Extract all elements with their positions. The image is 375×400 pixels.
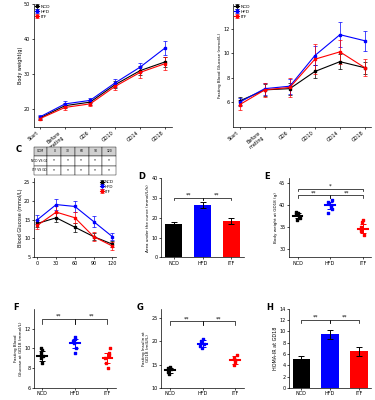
Bar [223,221,240,257]
Point [167,364,173,370]
Text: *: * [329,184,332,189]
Point [234,352,240,359]
Point [165,368,171,375]
Point [328,201,334,208]
Point [232,357,238,363]
Text: **: ** [214,193,220,198]
Point [102,355,108,362]
Bar [194,205,211,257]
Point [198,338,204,345]
Y-axis label: Fasting Blood
Glucose at GD18 (mmol/L): Fasting Blood Glucose at GD18 (mmol/L) [14,321,22,376]
Point [295,210,301,216]
Point [329,206,335,212]
Point [166,371,172,377]
Point [38,345,44,352]
Point [106,352,112,358]
Point [325,199,331,206]
Legend: NCD, HFD, ITF: NCD, HFD, ITF [34,5,50,18]
Point [103,360,109,366]
Point [358,226,364,232]
Point [197,343,203,349]
Point [38,355,44,362]
Text: G: G [136,302,144,312]
Y-axis label: Area under the curve (mmol/L/h): Area under the curve (mmol/L/h) [146,184,150,252]
Point [359,219,365,225]
Point [70,337,76,344]
Point [72,335,78,342]
Y-axis label: Blood Glucose (mmol/L): Blood Glucose (mmol/L) [18,188,22,247]
Point [232,359,238,366]
Point [105,365,111,372]
Point [72,350,78,356]
Point [296,212,302,219]
Point [329,197,335,203]
Point [358,223,364,230]
Text: **: ** [56,314,62,319]
Text: E: E [264,172,270,181]
Text: **: ** [216,316,222,322]
Text: **: ** [313,314,318,320]
Point [168,366,174,372]
Point [294,217,300,223]
Point [40,353,46,360]
Y-axis label: HOMA-IR at GD18: HOMA-IR at GD18 [273,327,278,370]
Point [165,365,171,372]
Text: **: ** [88,314,94,319]
Point [72,333,78,340]
Bar [321,334,339,388]
Point [327,204,333,210]
Y-axis label: Body weight at GD18 (g): Body weight at GD18 (g) [274,192,278,243]
Point [70,340,76,347]
Bar [350,351,368,388]
Text: **: ** [183,316,189,322]
Point [293,211,299,218]
Point [200,345,206,352]
Point [73,345,79,352]
Bar [165,224,182,257]
Text: **: ** [344,190,349,195]
Point [106,350,112,356]
Text: **: ** [342,314,347,320]
Text: **: ** [311,190,316,195]
Point [293,209,299,216]
Text: C: C [16,145,22,154]
Point [106,345,112,352]
Point [297,214,303,221]
Text: **: ** [185,193,191,198]
Legend: NCD, HFD, ITF: NCD, HFD, ITF [234,5,250,18]
Text: F: F [13,302,19,312]
Point [231,354,237,361]
Text: D: D [138,172,145,181]
Legend: NCD, HFD, ITF: NCD, HFD, ITF [100,180,114,194]
Point [201,340,207,347]
Point [39,347,45,354]
Point [325,210,331,216]
Point [231,362,237,368]
Text: H: H [266,302,273,312]
Y-axis label: Fasting Blood Glucose (mmol/L): Fasting Blood Glucose (mmol/L) [218,33,222,98]
Point [358,228,364,234]
Point [361,232,367,238]
Y-axis label: Body weight(g): Body weight(g) [18,47,22,84]
Point [39,360,45,366]
Point [200,336,206,342]
Y-axis label: Fasting Insulin at
GD18 (mIU/L): Fasting Insulin at GD18 (mIU/L) [142,331,150,366]
Bar [292,359,310,388]
Point [360,217,366,223]
Point [38,350,44,356]
